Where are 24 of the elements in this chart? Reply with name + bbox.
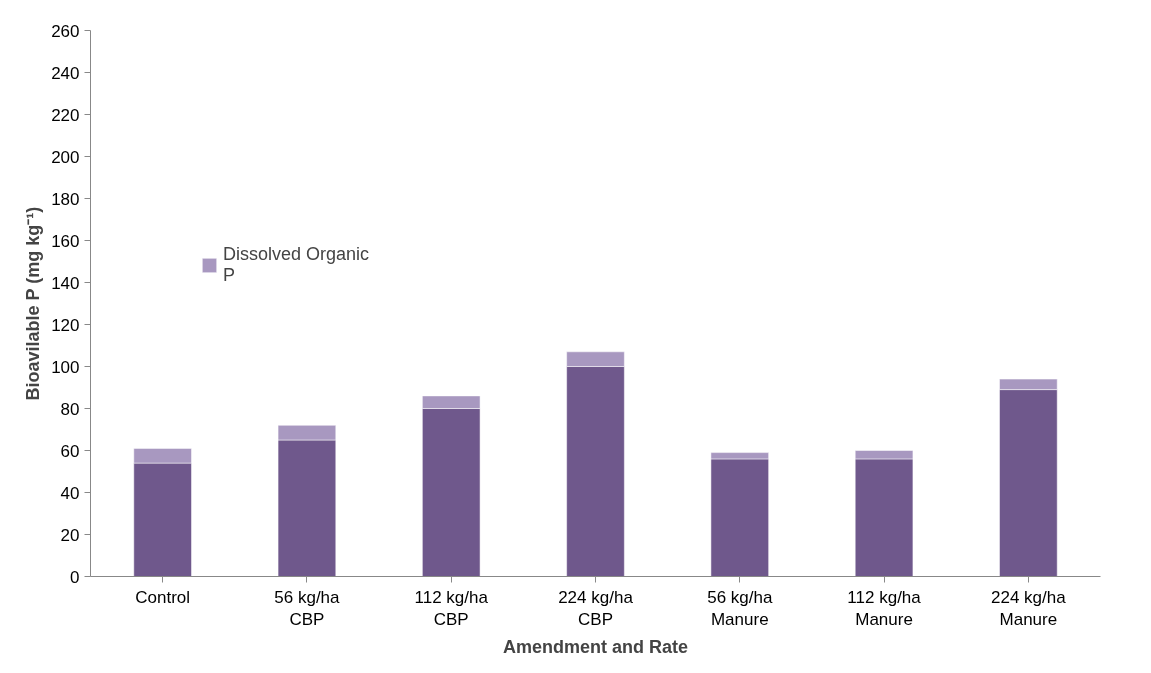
x-tick-label: 56 kg/ha CBP <box>274 587 341 630</box>
y-tick-label: 20 <box>60 525 80 545</box>
y-tick-label: 100 <box>51 357 80 377</box>
y-tick-label: 240 <box>51 63 80 83</box>
y-tick-label: 40 <box>60 483 80 503</box>
y-tick-label: 220 <box>51 105 80 125</box>
x-tick-label: 112 kg/ha CBP <box>414 587 489 630</box>
y-tick-label: 0 <box>70 567 80 587</box>
x-tick-label: 112 kg/ha Manure <box>847 587 922 630</box>
y-tick-label: 180 <box>51 189 80 209</box>
x-tick-label: 56 kg/ha Manure <box>707 587 773 630</box>
y-tick-label: 200 <box>51 147 80 167</box>
y-tick-label: 160 <box>51 231 80 251</box>
y-tick-label: 140 <box>51 273 80 293</box>
y-axis-title: Bioavilable P (mg kg⁻¹) <box>23 206 44 401</box>
y-tick-label: 80 <box>60 399 80 419</box>
x-axis-title: Amendment and Rate <box>502 637 689 658</box>
y-tick-label: 60 <box>60 441 80 461</box>
y-tick-label: 120 <box>51 315 80 335</box>
x-tick-label: 224 kg/ha Manure <box>991 587 1067 630</box>
x-tick-label: 224 kg/ha CBP <box>558 587 634 630</box>
y-tick-label: 260 <box>51 21 80 41</box>
x-tick-label: Control <box>135 587 191 607</box>
legend-label: Dissolved Organic P <box>223 244 370 286</box>
